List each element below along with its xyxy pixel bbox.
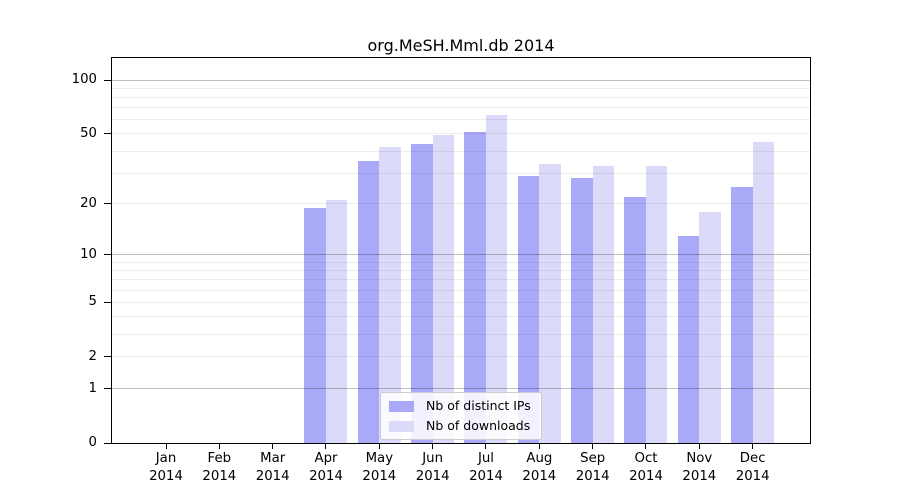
y-tick-mark	[104, 388, 111, 389]
y-tick-mark	[104, 133, 111, 135]
y-tick-marks	[104, 58, 810, 444]
y-tick-mark	[104, 356, 111, 358]
y-tick-label: 20	[80, 195, 97, 211]
x-tick-mark	[645, 444, 647, 449]
bar-distinct-ips	[304, 207, 326, 443]
major-gridline	[112, 254, 810, 255]
y-tick-label: 50	[80, 125, 97, 141]
minor-gridline	[112, 301, 810, 303]
x-tick-mark	[272, 444, 274, 449]
y-tick-mark	[104, 203, 111, 205]
x-tick-label: May 2014	[362, 451, 397, 484]
bar-distinct-ips	[571, 178, 593, 443]
minor-gridline	[112, 107, 810, 109]
y-tick-mark	[104, 79, 111, 81]
legend-swatch-downloads-icon	[389, 420, 414, 432]
minor-gridline	[112, 203, 810, 205]
bar-downloads	[325, 200, 348, 443]
minor-gridline	[112, 133, 810, 135]
x-tick-label: Sep 2014	[575, 451, 610, 484]
bar-downloads	[752, 142, 775, 443]
minor-gridline	[112, 172, 810, 174]
minor-gridline	[112, 269, 810, 271]
x-tick-mark	[752, 444, 754, 449]
gridlines-layer	[112, 58, 810, 443]
bar-distinct-ips	[677, 235, 700, 443]
major-gridline	[112, 388, 810, 389]
bar-distinct-ips	[517, 175, 540, 443]
minor-gridline	[112, 119, 810, 121]
y-tick-mark	[104, 254, 111, 255]
minor-gridline	[112, 279, 810, 281]
bar-downloads	[485, 114, 508, 443]
bar-distinct-ips	[357, 161, 380, 443]
x-tick-label: Feb 2014	[202, 451, 237, 484]
plot-area	[104, 57, 811, 449]
bar-distinct-ips	[731, 186, 753, 443]
y-tick-label: 5	[88, 294, 97, 310]
bar-distinct-ips	[464, 132, 486, 443]
chart-title: org.MeSH.Mml.db 2014	[367, 36, 555, 55]
x-tick-mark	[592, 444, 594, 449]
minor-gridline	[112, 97, 810, 99]
minor-gridline	[112, 289, 810, 291]
y-tick-mark	[104, 442, 111, 444]
legend-label-distinct-ips: Nb of distinct IPs	[426, 398, 531, 413]
minor-gridline	[112, 333, 810, 335]
x-tick-mark	[698, 444, 700, 449]
legend-item-downloads: Nb of downloads	[389, 418, 531, 434]
legend-label-downloads: Nb of downloads	[426, 418, 531, 433]
bar-distinct-ips	[411, 143, 433, 443]
y-tick-label: 10	[80, 246, 97, 262]
legend: Nb of distinct IPs Nb of downloads	[380, 392, 542, 440]
bar-downloads	[699, 211, 721, 443]
major-gridline	[112, 79, 810, 81]
x-tick-label: Dec 2014	[735, 451, 770, 484]
bars-layer	[112, 58, 810, 443]
x-tick-mark	[325, 444, 327, 449]
bar-distinct-ips	[624, 196, 646, 443]
x-tick-label: Jan 2014	[149, 451, 183, 484]
minor-gridline	[112, 150, 810, 152]
bar-downloads	[432, 135, 455, 443]
x-tick-label: Nov 2014	[682, 451, 717, 484]
y-tick-label: 0	[88, 435, 97, 450]
x-tick-mark	[538, 444, 540, 449]
x-tick-label: Mar 2014	[255, 451, 290, 484]
x-tick-mark	[432, 444, 434, 449]
minor-gridline	[112, 87, 810, 89]
x-tick-marks	[112, 58, 810, 449]
x-tick-label: Apr 2014	[309, 451, 343, 484]
x-tick-label: Jul 2014	[469, 451, 503, 484]
x-tick-label: Oct 2014	[629, 451, 663, 484]
x-tick-mark	[378, 444, 380, 449]
y-tick-mark	[104, 301, 111, 303]
minor-gridline	[112, 356, 810, 358]
bar-downloads	[645, 165, 668, 443]
x-tick-mark	[218, 444, 220, 449]
minor-gridline	[112, 315, 810, 317]
legend-item-distinct-ips: Nb of distinct IPs	[389, 398, 531, 414]
x-tick-mark	[165, 444, 167, 449]
bar-downloads	[539, 163, 561, 443]
y-tick-label: 1	[88, 380, 97, 396]
x-tick-mark	[485, 444, 487, 449]
bar-downloads	[379, 147, 401, 443]
x-tick-label: Jun 2014	[415, 451, 450, 484]
bar-downloads	[592, 165, 615, 443]
legend-swatch-distinct-ips-icon	[389, 400, 414, 412]
minor-gridline	[112, 261, 810, 263]
y-tick-label: 2	[88, 348, 97, 364]
y-tick-label: 100	[71, 72, 97, 88]
x-tick-label: Aug 2014	[522, 451, 557, 484]
